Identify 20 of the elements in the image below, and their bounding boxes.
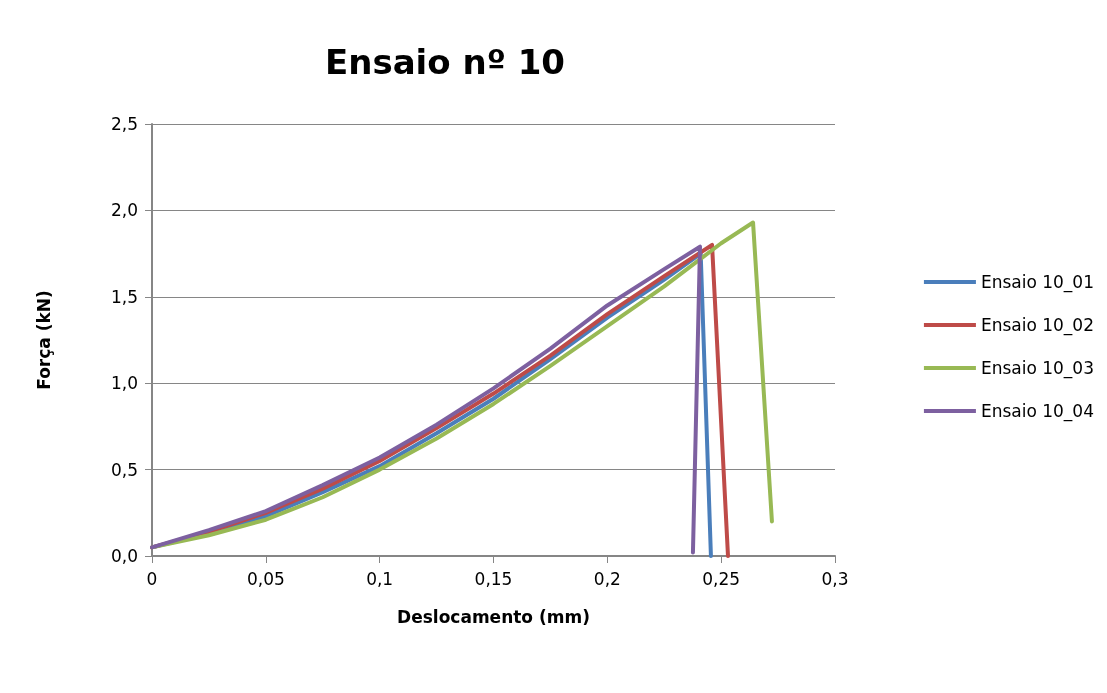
- x-axis-title: Deslocamento (mm): [397, 606, 590, 627]
- legend-label: Ensaio 10_01: [980, 272, 1095, 293]
- y-tick-label: 2,5: [110, 114, 138, 134]
- x-tick-label: 0,3: [821, 568, 849, 589]
- x-tick-label: 0,15: [474, 568, 513, 589]
- y-axis-title: Força (kN): [33, 290, 54, 390]
- x-tick-label: 0,25: [702, 568, 741, 589]
- x-tick-label: 0,2: [593, 568, 621, 589]
- y-tick-label: 1,0: [110, 373, 138, 394]
- legend-label: Ensaio 10_03: [980, 358, 1095, 379]
- y-tick-label: 1,5: [110, 286, 138, 307]
- x-tick-label: 0,05: [246, 568, 285, 589]
- chart-title: Ensaio nº 10: [325, 42, 565, 82]
- x-tick-label: 0: [146, 568, 158, 589]
- y-tick-label: 0,5: [110, 459, 138, 480]
- legend-label: Ensaio 10_02: [980, 315, 1095, 336]
- y-tick-label: 2,0: [110, 200, 138, 221]
- legend-label: Ensaio 10_04: [980, 401, 1095, 422]
- x-tick-label: 0,1: [366, 568, 394, 589]
- y-tick-label: 0,0: [110, 546, 138, 566]
